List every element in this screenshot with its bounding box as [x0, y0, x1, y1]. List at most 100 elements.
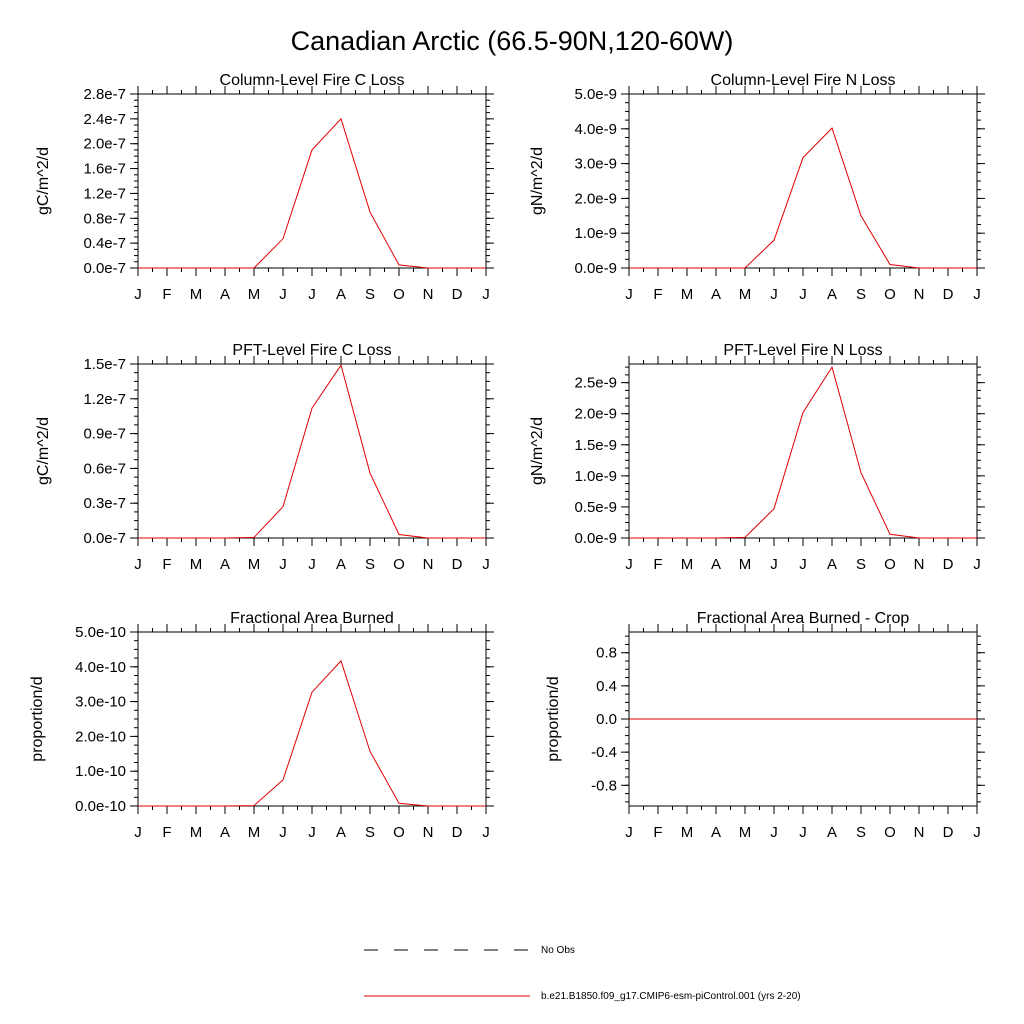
- x-tick-label: M: [248, 824, 261, 841]
- x-tick-label: J: [770, 556, 778, 573]
- plot-frame: [628, 93, 978, 269]
- x-tick-label: N: [423, 286, 434, 303]
- x-tick-label: M: [739, 286, 752, 303]
- x-tick-label: N: [914, 824, 925, 841]
- legend-label-no-obs: No Obs: [541, 945, 575, 956]
- x-tick-label: J: [799, 556, 807, 573]
- x-tick-label: J: [625, 556, 633, 573]
- series-line: [138, 117, 486, 269]
- x-tick-label: M: [248, 286, 261, 303]
- x-tick-label: M: [681, 824, 694, 841]
- y-axis-label: proportion/d: [29, 676, 46, 761]
- x-tick-label: O: [393, 824, 405, 841]
- x-tick-label: O: [884, 824, 896, 841]
- plot-frame: [628, 363, 978, 539]
- y-tick-label: 1.0e-9: [574, 468, 617, 485]
- x-tick-label: J: [134, 556, 142, 573]
- series-line: [138, 659, 486, 807]
- x-tick-label: F: [653, 824, 662, 841]
- x-tick-label: A: [711, 556, 721, 573]
- y-tick-label: 4.0e-9: [574, 121, 617, 138]
- x-tick-label: J: [770, 824, 778, 841]
- y-axis-label: gC/m^2/d: [35, 147, 52, 215]
- x-tick-label: S: [856, 556, 866, 573]
- y-tick-label: 0.3e-7: [83, 495, 126, 512]
- y-axis-label: gN/m^2/d: [529, 417, 546, 485]
- x-tick-label: J: [279, 556, 287, 573]
- y-tick-label: 2.8e-7: [83, 86, 126, 103]
- legend-label-model-run: b.e21.B1850.f09_g17.CMIP6-esm-piControl.…: [541, 991, 801, 1002]
- x-tick-label: M: [739, 824, 752, 841]
- x-tick-label: F: [162, 286, 171, 303]
- plot-frame: [137, 631, 487, 807]
- x-tick-label: J: [973, 286, 981, 303]
- x-tick-label: O: [393, 556, 405, 573]
- y-tick-label: 0.5e-9: [574, 499, 617, 516]
- y-tick-label: 0.0e-9: [574, 260, 617, 277]
- x-tick-label: N: [423, 556, 434, 573]
- y-tick-label: 1.0e-9: [574, 225, 617, 242]
- x-tick-label: M: [681, 286, 694, 303]
- y-tick-label: 1.2e-7: [83, 185, 126, 202]
- x-tick-label: J: [134, 824, 142, 841]
- y-tick-label: 0.0e-7: [83, 530, 126, 547]
- x-tick-label: A: [220, 286, 230, 303]
- x-tick-label: A: [336, 824, 346, 841]
- series-line: [629, 365, 977, 539]
- y-axis-label: gC/m^2/d: [35, 417, 52, 485]
- y-tick-label: 1.5e-9: [574, 437, 617, 454]
- x-tick-label: O: [884, 556, 896, 573]
- y-tick-label: 1.6e-7: [83, 161, 126, 178]
- x-tick-label: S: [856, 286, 866, 303]
- x-tick-label: M: [248, 556, 261, 573]
- x-tick-label: M: [190, 556, 203, 573]
- x-tick-label: S: [365, 556, 375, 573]
- x-tick-label: D: [943, 286, 954, 303]
- y-tick-label: 0.6e-7: [83, 460, 126, 477]
- x-tick-label: J: [482, 286, 490, 303]
- x-tick-label: A: [336, 556, 346, 573]
- y-tick-label: 2.5e-9: [574, 375, 617, 392]
- x-tick-label: N: [914, 286, 925, 303]
- x-tick-label: J: [308, 824, 316, 841]
- y-tick-label: 0.9e-7: [83, 426, 126, 443]
- y-tick-label: 0.0: [596, 711, 617, 728]
- x-tick-label: D: [943, 556, 954, 573]
- y-axis-label: proportion/d: [545, 676, 562, 761]
- panel-title: Fractional Area Burned: [230, 610, 394, 627]
- y-tick-label: 0.4: [596, 678, 617, 695]
- y-axis-label: gN/m^2/d: [529, 147, 546, 215]
- y-tick-label: 4.0e-10: [75, 659, 126, 676]
- x-tick-label: J: [279, 286, 287, 303]
- x-tick-label: D: [452, 824, 463, 841]
- y-tick-label: 0.0e-7: [83, 260, 126, 277]
- x-tick-label: J: [625, 286, 633, 303]
- x-tick-label: F: [162, 824, 171, 841]
- x-tick-label: S: [365, 286, 375, 303]
- x-tick-label: M: [190, 286, 203, 303]
- figure-title: Canadian Arctic (66.5-90N,120-60W): [291, 26, 734, 56]
- x-tick-label: F: [162, 556, 171, 573]
- x-tick-label: N: [423, 824, 434, 841]
- x-tick-label: A: [711, 824, 721, 841]
- x-tick-label: D: [452, 286, 463, 303]
- y-tick-label: 5.0e-9: [574, 86, 617, 103]
- y-tick-label: 3.0e-9: [574, 156, 617, 173]
- x-tick-label: F: [653, 286, 662, 303]
- x-tick-label: J: [973, 824, 981, 841]
- y-tick-label: 1.0e-10: [75, 763, 126, 780]
- x-tick-label: J: [308, 556, 316, 573]
- x-tick-label: M: [681, 556, 694, 573]
- y-tick-label: 2.0e-9: [574, 406, 617, 423]
- x-tick-label: F: [653, 556, 662, 573]
- x-tick-label: A: [827, 824, 837, 841]
- plot-frame: [137, 363, 487, 539]
- x-tick-label: J: [770, 286, 778, 303]
- x-tick-label: J: [973, 556, 981, 573]
- x-tick-label: J: [799, 824, 807, 841]
- y-tick-label: 0.0e-9: [574, 530, 617, 547]
- x-tick-label: J: [134, 286, 142, 303]
